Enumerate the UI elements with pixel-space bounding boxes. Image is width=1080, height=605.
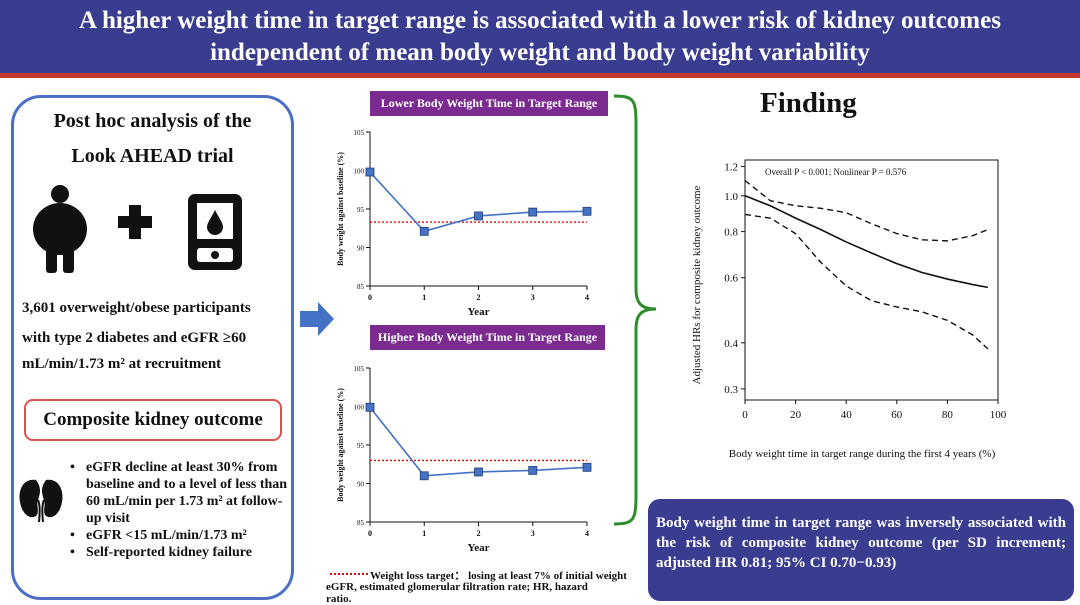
abbrev-line1: eGFR, estimated glomerular filtration ra… [326, 581, 588, 593]
y-tick-label: 105 [354, 129, 365, 137]
outcome-bullet: Self-reported kidney failure [70, 544, 290, 561]
weight-point [365, 402, 375, 412]
plot-frame [744, 159, 999, 401]
y-tick-label: 0.3 [724, 384, 738, 396]
y-tick-label: 100 [354, 404, 365, 412]
x-axis-label: Year [468, 542, 490, 554]
weight-point [419, 471, 429, 481]
outcome-bullet: eGFR decline at least 30% from baseline … [70, 459, 290, 527]
hr-lower-line [744, 213, 989, 350]
abbrev-line2: ratio. [326, 593, 352, 605]
x-tick-label: 3 [531, 529, 535, 538]
y-tick-label: 95 [357, 442, 365, 450]
x-tick-label: 4 [585, 529, 589, 538]
hr-upper-line [744, 179, 989, 242]
hr-spline-chart: 0.3 0.4 0.6 0.8 1.0 1.2 0 20 40 60 80 100 Body weigh… [691, 159, 1007, 460]
x-tick-label: 40 [841, 409, 853, 421]
p-value-annotation: Overall P < 0.001; Nonlinear P = 0.576 [765, 167, 907, 177]
glucose-meter-icon [188, 194, 242, 270]
y-axis-label: Adjusted HRs for composite kidney outcom… [691, 185, 703, 384]
x-tick-label: 0 [368, 293, 372, 302]
y-tick-label: 105 [354, 365, 365, 373]
green-bracket [613, 94, 657, 526]
plus-icon [118, 205, 152, 239]
y-tick-label: 85 [357, 283, 365, 291]
x-tick-label: 3 [531, 293, 535, 302]
obese-person-icon [33, 185, 87, 273]
weight-point [474, 211, 483, 221]
higher-panel-label: Higher Body Weight Time in Target Range [370, 325, 605, 350]
x-tick-label: 1 [422, 529, 426, 538]
y-tick-label: 90 [357, 245, 365, 253]
x-tick-label: 1 [422, 293, 426, 302]
y-tick-label: 1.0 [724, 191, 738, 203]
x-tick-label: 80 [942, 409, 954, 421]
finding-title: Finding [760, 87, 857, 119]
weight-point [474, 467, 483, 477]
x-tick-label: 2 [477, 529, 481, 538]
y-axis-label: Body weight against baseline (%) [336, 152, 345, 266]
header-title-line1: A higher weight time in target range is … [79, 7, 1001, 34]
y-tick-label: 0.8 [724, 227, 738, 239]
study-title-line1: Post hoc analysis of the [53, 110, 252, 132]
participants-line3: mL/min/1.73 m² at recruitment [22, 356, 222, 372]
kidney-icon [19, 479, 63, 523]
x-axis-label: Year [468, 306, 490, 318]
x-tick-label: 100 [990, 409, 1007, 421]
participants-line2: with type 2 diabetes and eGFR ≥60 [22, 330, 247, 346]
higher-weight-chart: 85 90 95 100 105 0 1 2 3 4 Year Body weight against… [336, 365, 592, 554]
weight-point [582, 462, 592, 472]
weight-point [528, 207, 538, 217]
study-title-line2: Look AHEAD trial [71, 145, 234, 167]
lower-panel-label: Lower Body Weight Time in Target Range [370, 91, 608, 116]
x-tick-label: 4 [585, 293, 589, 302]
outcome-bullets: eGFR decline at least 30% from baseline … [70, 459, 290, 561]
composite-outcome-title: Composite kidney outcome [43, 409, 263, 430]
y-axis-label: Body weight against baseline (%) [336, 388, 345, 502]
participants-line1: 3,601 overweight/obese participants [22, 300, 251, 316]
y-tick-label: 0.4 [724, 338, 738, 350]
target-legend-text: Weight loss target： losing at least 7% o… [370, 570, 627, 582]
x-tick-label: 60 [891, 409, 903, 421]
weight-point [365, 167, 375, 177]
x-axis-label: Body weight time in target range during … [729, 448, 996, 460]
header-title-line2: independent of mean body weight and body… [210, 39, 870, 66]
y-tick-label: 0.6 [724, 273, 738, 285]
y-tick-label: 95 [357, 206, 365, 214]
weight-point [419, 226, 429, 236]
lower-weight-chart: 85 90 95 100 105 0 1 2 3 4 Year Body weight against… [336, 129, 592, 318]
x-tick-label: 0 [742, 409, 748, 421]
hr-estimate-line [744, 195, 989, 289]
y-tick-label: 1.2 [724, 162, 738, 174]
x-tick-label: 0 [368, 529, 372, 538]
x-tick-label: 2 [477, 293, 481, 302]
y-tick-label: 90 [357, 481, 365, 489]
composite-outcome-box: Composite kidney outcome [24, 399, 282, 441]
conclusion-box: Body weight time in target range was inv… [648, 499, 1074, 601]
weight-point [528, 466, 538, 475]
weight-series-line [369, 406, 588, 477]
header-banner: A higher weight time in target range is … [0, 0, 1080, 78]
target-legend-line [330, 573, 368, 575]
right-arrow-icon [300, 302, 334, 336]
weight-point [582, 206, 592, 216]
y-tick-label: 85 [357, 519, 365, 527]
x-tick-label: 20 [790, 409, 802, 421]
outcome-bullet: eGFR <15 mL/min/1.73 m² [70, 527, 290, 544]
y-tick-label: 100 [354, 168, 365, 176]
